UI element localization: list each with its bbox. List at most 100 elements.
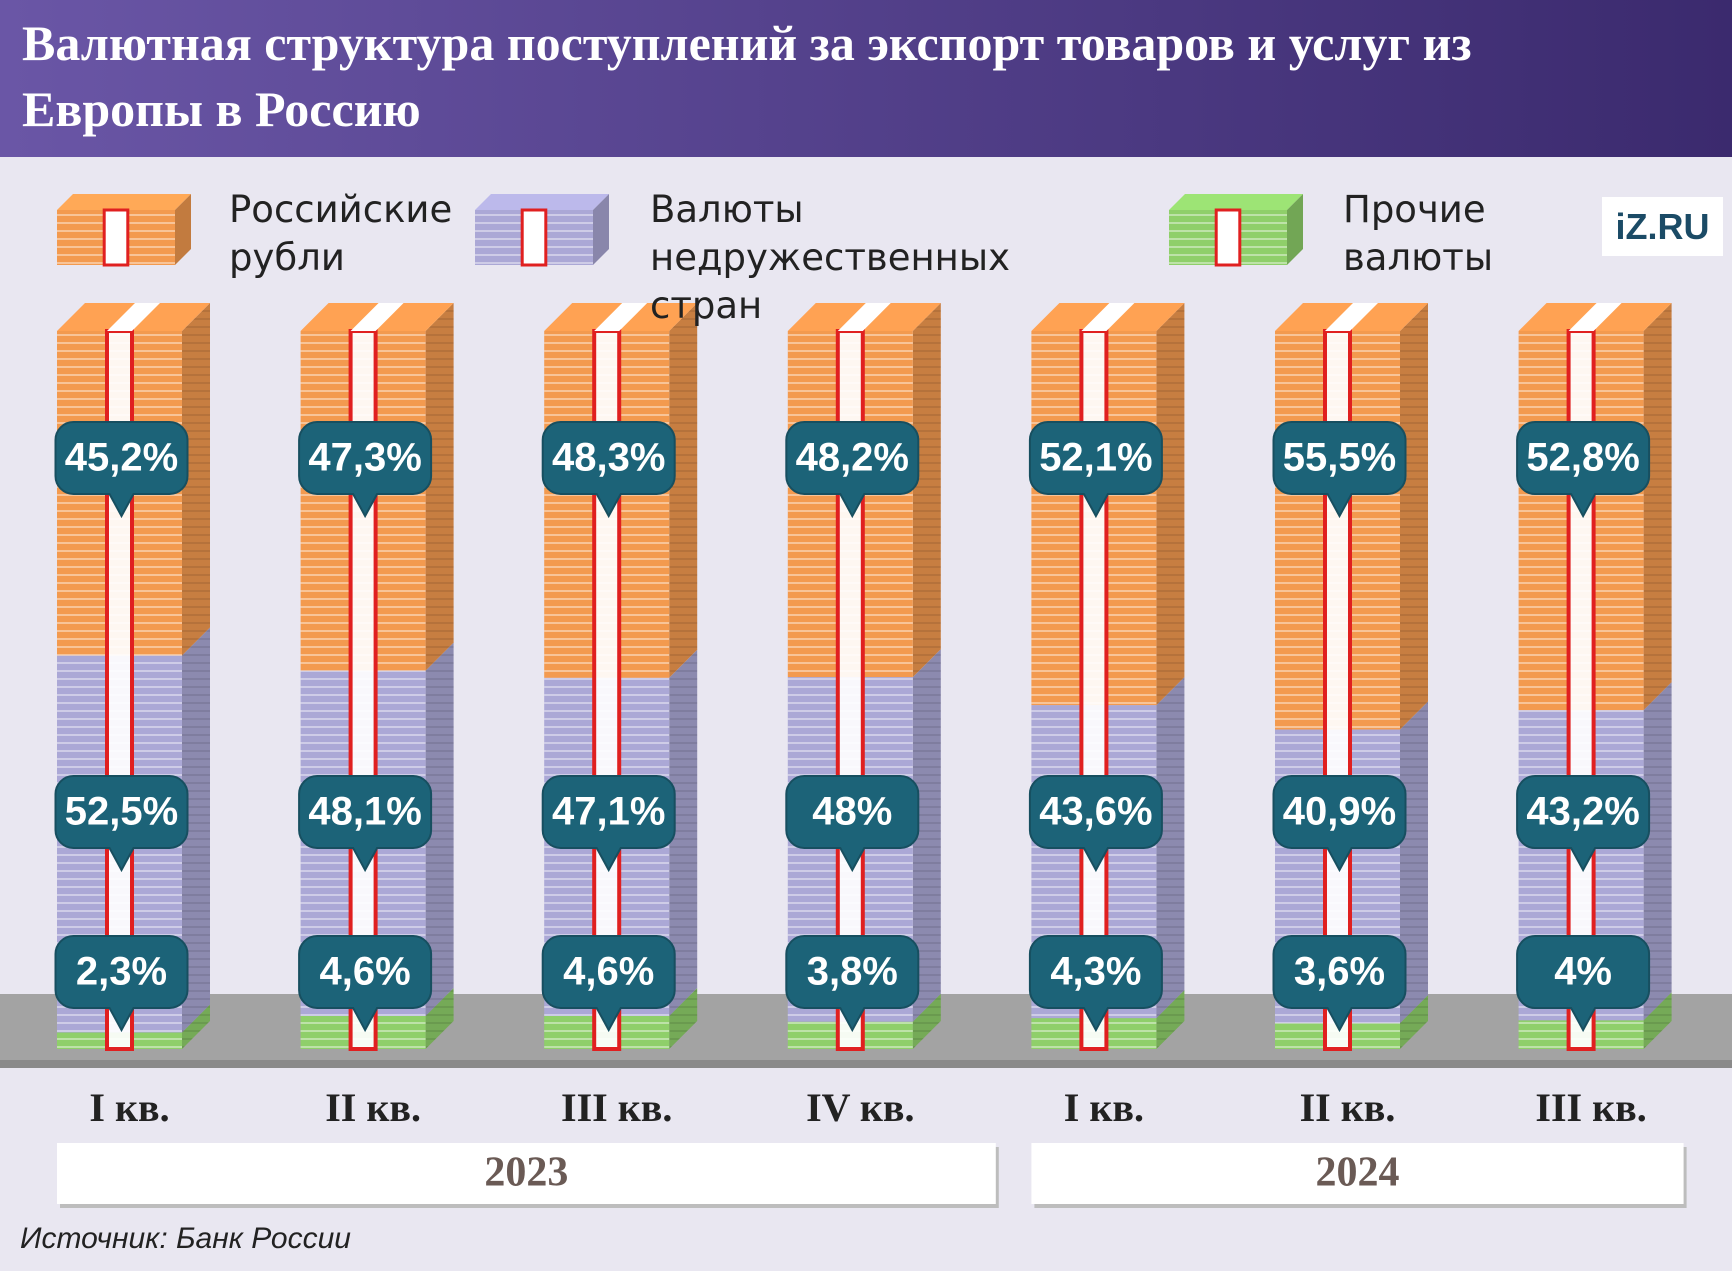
value-label: 4,3% [1050,950,1141,994]
value-label: 4% [1554,950,1612,994]
value-label: 55,5% [1283,436,1396,480]
x-tick-label: III кв. [1535,1085,1646,1130]
value-label: 40,9% [1283,790,1396,834]
value-label: 43,2% [1526,790,1639,834]
bar-side-stripes [912,649,941,1022]
source: Источник: Банк России [20,1222,351,1255]
value-bubble [1272,775,1407,873]
value-label: 3,8% [807,950,898,994]
bar-stack: 52,1% 43,6% 4,3% I кв. [1028,303,1185,1130]
group-box [57,1143,996,1204]
legend-swatch [593,194,609,265]
value-label: 48,1% [308,790,421,834]
value-label: 52,1% [1039,436,1152,480]
legend-swatch [475,194,609,210]
bar-side-stripes [1643,303,1672,711]
value-bubble [298,935,433,1033]
bar-band-top [594,303,648,331]
value-bubble [785,935,920,1033]
x-tick-label: I кв. [89,1085,169,1130]
value-bubble [1028,421,1163,519]
value-bubble [1028,935,1163,1033]
legend-label: Российские рубли [229,188,453,279]
value-bubble [541,935,676,1033]
value-label: 52,5% [65,790,178,834]
legend-label: Валюты недружественных стран [650,188,1010,327]
bar-side-stripes [912,303,941,678]
logo: iZ.RU [1602,197,1723,256]
bar-side-stripes [669,303,698,678]
bar-side-stripes [1643,992,1672,1049]
value-label: 47,1% [552,790,665,834]
value-label: 48% [812,790,892,834]
bar-side-stripes [1400,701,1428,1024]
bar-side-stripes [1156,303,1185,706]
value-label: 4,6% [563,950,654,994]
bar-stack: 47,3% 48,1% 4,6% II кв. [298,303,454,1130]
value-bubble [54,421,189,519]
bar-side-stripes [425,987,454,1049]
bars: 45,2%52,5%2,3%I кв.47,3%48,1%4,6%II кв.4… [54,303,1687,1208]
value-label: 3,6% [1294,950,1385,994]
legend-label: Прочие валюты [1343,188,1494,279]
group-box [1031,1143,1684,1204]
x-tick-label: III кв. [561,1085,672,1130]
bar-stack: 55,5% 40,9% 3,6% II кв. [1272,303,1428,1130]
legend [57,194,1303,267]
bar-band-top [107,303,160,331]
bar-band-top [837,303,891,331]
header: Валютная структура поступлений за экспор… [0,0,1732,157]
bar-band-top [1325,303,1378,331]
value-bubble [785,775,920,873]
value-bubble [541,775,676,873]
value-bubble [1028,775,1163,873]
value-label: 43,6% [1039,790,1152,834]
value-bubble [298,421,433,519]
legend-swatch [1214,208,1242,267]
bar-side-stripes [669,649,698,1016]
value-label: 45,2% [65,436,178,480]
value-label: 2,3% [76,950,167,994]
bar-side-stripes [182,1004,210,1049]
floor-edge [0,1060,1732,1068]
x-tick-label: IV кв. [806,1085,914,1130]
legend-swatch [1287,194,1303,265]
value-label: 52,8% [1526,436,1639,480]
bar-side-stripes [425,303,454,671]
bar-side-stripes [1643,682,1672,1021]
value-bubble [1516,775,1651,873]
value-label: 47,3% [308,436,421,480]
bar-stack: 48,2% 48% 3,8% IV кв. [785,303,941,1130]
value-bubble [54,935,189,1033]
value-label: 48,2% [796,436,909,480]
value-bubble [1272,421,1407,519]
bar-stack: 48,3% 47,1% 4,6% III кв. [541,303,698,1130]
value-bubble [785,421,920,519]
value-bubble [298,775,433,873]
bar-side-stripes [182,303,210,656]
bar-side-stripes [912,993,941,1049]
legend-swatch [57,194,191,210]
legend-swatch [175,194,191,265]
group-label: 2023 [484,1150,568,1196]
value-bubble [1516,935,1651,1033]
legend-swatch [1169,194,1303,210]
x-tick-label: II кв. [325,1085,421,1130]
value-bubble [1516,421,1651,519]
value-bubble [54,775,189,873]
bar-band-top [350,303,404,331]
legend-swatch [102,208,130,267]
value-label: 4,6% [320,950,411,994]
x-tick-label: I кв. [1064,1085,1144,1130]
bar-stack: 52,8% 43,2% 4% III кв. [1516,303,1672,1130]
x-tick-label: II кв. [1300,1085,1396,1130]
bar-side-stripes [1156,990,1185,1049]
bar-band-top [1081,303,1135,331]
bar-side-stripes [1400,995,1428,1049]
bar-side-stripes [425,642,454,1016]
value-label: 48,3% [552,436,665,480]
bar-side-stripes [1400,303,1428,730]
bar-stack: 45,2% 52,5% 2,3% I кв. [54,303,210,1130]
